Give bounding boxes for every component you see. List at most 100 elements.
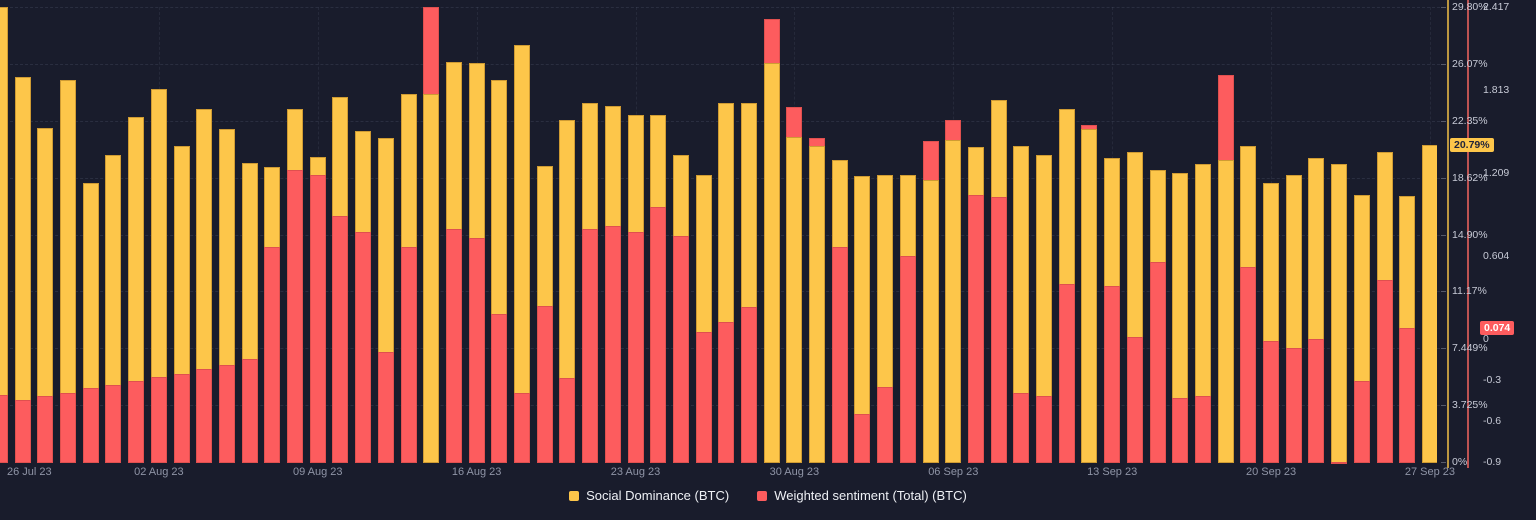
x-axis-tick-label: 16 Aug 23 — [451, 466, 502, 478]
bar-weighted-sentiment[interactable] — [877, 386, 894, 463]
bar-weighted-sentiment[interactable] — [1263, 341, 1280, 463]
sentiment-axis-line — [1467, 0, 1469, 468]
percent-axis-tick-label: 7.449% — [1452, 342, 1488, 355]
x-axis-tick-label: 26 Jul 23 — [7, 466, 52, 478]
percent-axis-tick-label: 22.35% — [1452, 114, 1488, 127]
bar-weighted-sentiment[interactable] — [514, 393, 531, 463]
bar-weighted-sentiment[interactable] — [82, 387, 99, 463]
bar-weighted-sentiment[interactable] — [173, 374, 190, 463]
bar-weighted-sentiment[interactable] — [400, 246, 417, 463]
bar-weighted-sentiment[interactable] — [377, 352, 394, 463]
bar-weighted-sentiment[interactable] — [536, 305, 553, 463]
gridline-horizontal — [0, 63, 1440, 65]
bar-weighted-sentiment[interactable] — [218, 364, 235, 463]
bar-weighted-sentiment[interactable] — [1013, 393, 1030, 463]
x-axis-tick-label: 06 Sep 23 — [928, 466, 979, 478]
sentiment-axis-tick-label: 1.209 — [1483, 166, 1510, 179]
bar-weighted-sentiment[interactable] — [1126, 337, 1143, 463]
percent-axis-tick-mark — [1441, 177, 1446, 179]
percent-axis-line — [1447, 0, 1449, 468]
bar-weighted-sentiment[interactable] — [1149, 261, 1166, 463]
sentiment-axis-tick-label: 0 — [1483, 332, 1489, 345]
bar-weighted-sentiment[interactable] — [0, 394, 8, 463]
bar-weighted-sentiment[interactable] — [1308, 338, 1325, 463]
percent-axis-tick-label: 0% — [1452, 456, 1468, 468]
bar-weighted-sentiment[interactable] — [559, 378, 576, 463]
legend-label-weighted-sentiment: Weighted sentiment (Total) (BTC) — [774, 488, 967, 503]
bar-weighted-sentiment[interactable] — [196, 368, 213, 463]
bar-weighted-sentiment[interactable] — [355, 231, 372, 463]
bar-weighted-sentiment[interactable] — [718, 322, 735, 463]
bar-weighted-sentiment[interactable] — [1058, 283, 1075, 463]
bar-weighted-sentiment[interactable] — [1331, 462, 1348, 464]
bar-weighted-sentiment[interactable] — [990, 197, 1007, 463]
bar-weighted-sentiment[interactable] — [1036, 396, 1053, 463]
bar-weighted-sentiment[interactable] — [1240, 267, 1257, 463]
legend-item-weighted-sentiment[interactable]: Weighted sentiment (Total) (BTC) — [757, 488, 967, 503]
bar-weighted-sentiment[interactable] — [241, 359, 258, 463]
percent-axis-tick-mark — [1441, 291, 1446, 293]
bar-weighted-sentiment[interactable] — [741, 306, 757, 463]
bar-social-dominance[interactable] — [786, 136, 803, 463]
bar-weighted-sentiment[interactable] — [672, 235, 689, 463]
sentiment-axis-tick-label: 1.813 — [1483, 83, 1510, 96]
bar-social-dominance[interactable] — [1421, 144, 1437, 463]
bar-weighted-sentiment[interactable] — [105, 385, 122, 463]
bar-weighted-sentiment[interactable] — [831, 246, 848, 463]
percent-axis-tick-mark — [1441, 405, 1446, 407]
bar-weighted-sentiment[interactable] — [1376, 279, 1393, 463]
x-axis-tick-label: 20 Sep 23 — [1245, 466, 1297, 478]
bar-weighted-sentiment[interactable] — [695, 331, 712, 463]
bar-weighted-sentiment[interactable] — [1172, 397, 1189, 463]
legend-item-social-dominance[interactable]: Social Dominance (BTC) — [569, 488, 729, 503]
bar-weighted-sentiment[interactable] — [1353, 381, 1370, 463]
percent-axis-tick-label: 14.90% — [1452, 228, 1488, 241]
bar-social-dominance[interactable] — [809, 145, 826, 463]
bar-social-dominance[interactable] — [1331, 164, 1348, 463]
gridline-horizontal — [0, 7, 1440, 8]
bar-weighted-sentiment[interactable] — [582, 228, 599, 463]
bar-weighted-sentiment[interactable] — [627, 231, 644, 463]
bar-social-dominance[interactable] — [1081, 129, 1098, 463]
percent-axis-tick-mark — [1441, 234, 1446, 236]
x-axis-tick-label: 27 Sep 23 — [1404, 466, 1455, 478]
bar-weighted-sentiment[interactable] — [854, 413, 871, 463]
bar-weighted-sentiment[interactable] — [899, 256, 916, 463]
bar-weighted-sentiment[interactable] — [491, 313, 508, 463]
bar-weighted-sentiment[interactable] — [445, 228, 462, 463]
bar-weighted-sentiment[interactable] — [264, 246, 281, 463]
sentiment-axis-tick-label: 2.417 — [1483, 1, 1510, 13]
bar-weighted-sentiment[interactable] — [1285, 348, 1302, 463]
bar-weighted-sentiment[interactable] — [468, 238, 485, 463]
percent-axis-tick-mark — [1441, 63, 1446, 65]
sentiment-axis-tick-label: -0.3 — [1483, 373, 1502, 386]
bar-social-dominance[interactable] — [423, 94, 440, 463]
percent-axis-tick-label: 26.07% — [1452, 57, 1488, 70]
bar-weighted-sentiment[interactable] — [150, 376, 167, 463]
percent-axis-tick-mark — [1441, 7, 1446, 8]
percent-axis-tick-mark — [1441, 462, 1446, 463]
sentiment-axis-tick-label: 0.604 — [1483, 249, 1510, 262]
bar-social-dominance[interactable] — [922, 179, 939, 463]
sentiment-axis-tick-label: -0.6 — [1483, 414, 1502, 427]
bar-weighted-sentiment[interactable] — [309, 175, 326, 463]
bar-social-dominance[interactable] — [945, 139, 962, 463]
bar-weighted-sentiment[interactable] — [60, 393, 77, 463]
x-axis-tick-label: 23 Aug 23 — [610, 466, 661, 478]
bar-weighted-sentiment[interactable] — [1104, 286, 1121, 463]
bar-weighted-sentiment[interactable] — [967, 194, 984, 463]
bar-weighted-sentiment[interactable] — [287, 169, 304, 463]
bar-social-dominance[interactable] — [1217, 159, 1234, 463]
bar-weighted-sentiment[interactable] — [332, 216, 349, 463]
social-dominance-swatch — [569, 490, 580, 501]
bar-social-dominance[interactable] — [763, 63, 780, 463]
bar-weighted-sentiment[interactable] — [128, 381, 145, 463]
bar-weighted-sentiment[interactable] — [604, 226, 621, 463]
bar-weighted-sentiment[interactable] — [37, 396, 54, 463]
percent-axis-tick-mark — [1441, 348, 1446, 350]
bar-weighted-sentiment[interactable] — [1399, 328, 1416, 463]
bar-weighted-sentiment[interactable] — [1194, 396, 1211, 463]
bar-weighted-sentiment[interactable] — [14, 400, 31, 463]
bar-weighted-sentiment[interactable] — [650, 206, 667, 463]
social-dominance-current-value-badge: 20.79% — [1450, 137, 1494, 152]
